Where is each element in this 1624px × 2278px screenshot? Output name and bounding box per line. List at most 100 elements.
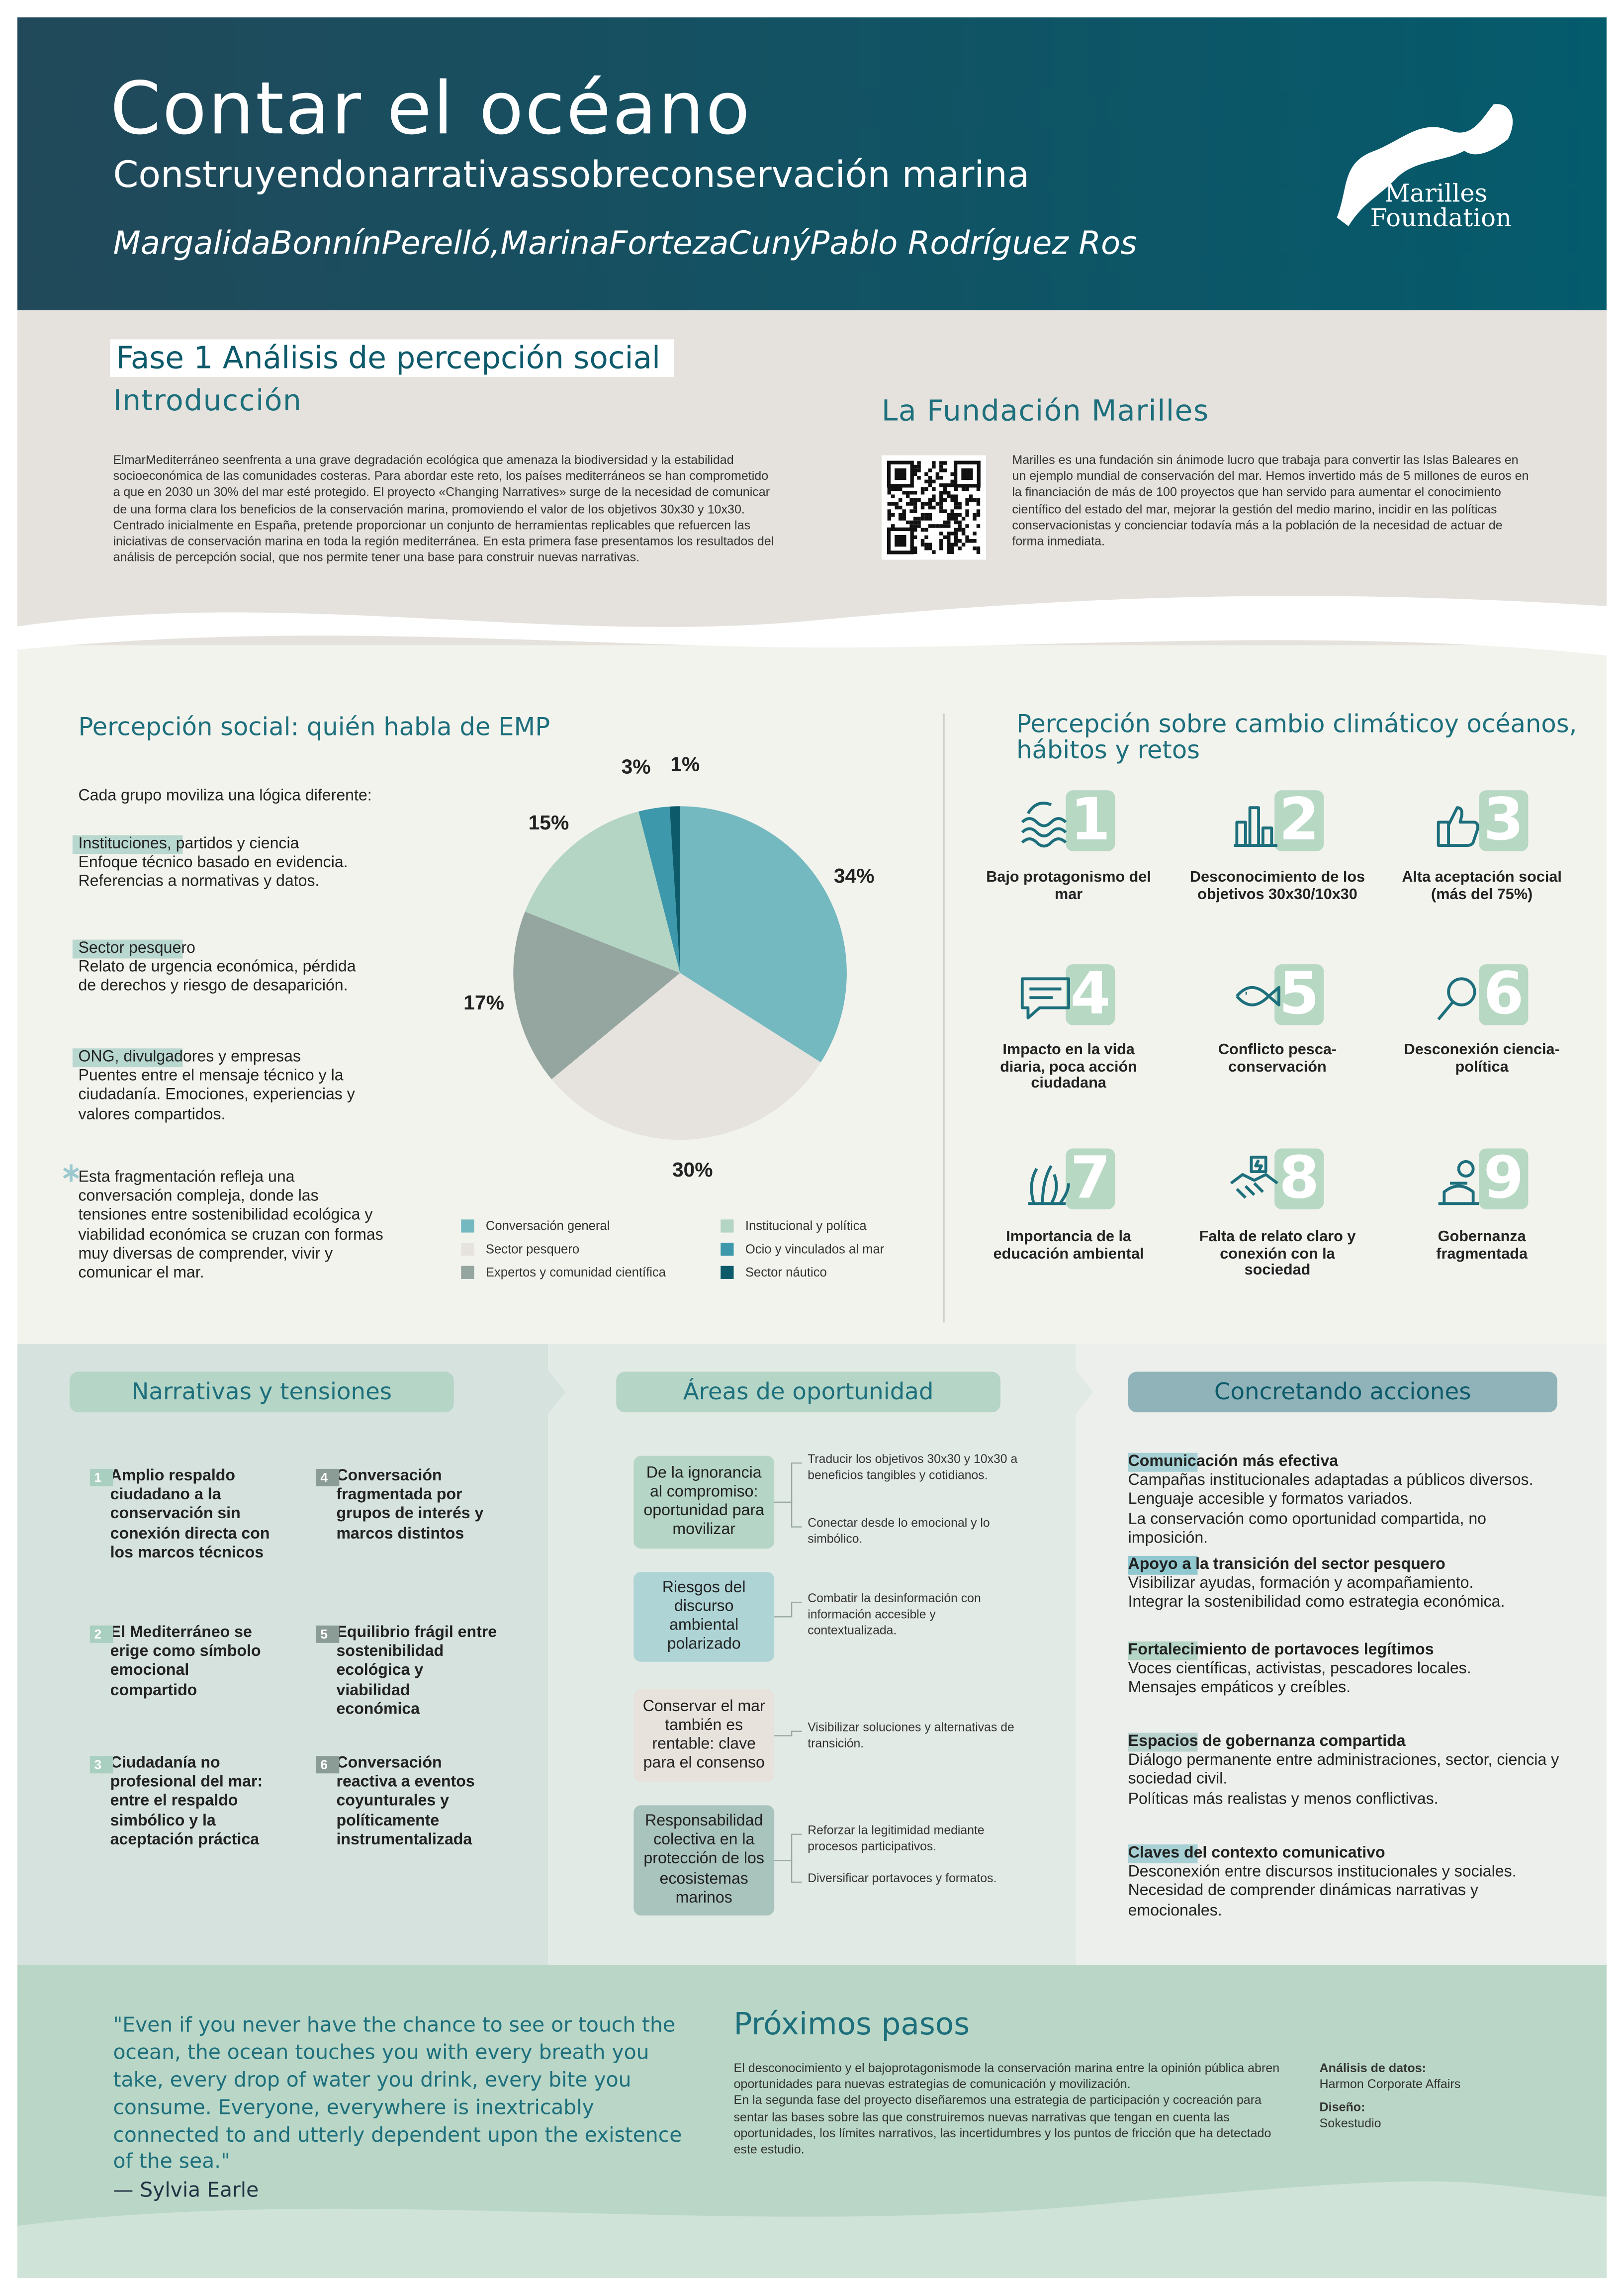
group-text: Enfoque técnico basado en evidencia. Ref…: [78, 854, 348, 891]
qr-module: [913, 464, 917, 469]
legend-swatch: [461, 1266, 474, 1279]
qr-module: [887, 509, 892, 513]
qr-module: [943, 520, 947, 525]
next-steps: El desconocimiento y el bajoprotagonismo…: [733, 2061, 1284, 2158]
data-label: 30%: [672, 1158, 713, 1181]
wave: [17, 2181, 1607, 2278]
heading: La Fundación Marilles: [881, 393, 1209, 428]
qr-module: [965, 513, 969, 517]
opportunity-action: Traducir los objetivos 30x30 y 10x30 a b…: [808, 1451, 1018, 1482]
qr-module: [909, 502, 913, 506]
pie-slice: [680, 806, 847, 1063]
qr-code: [881, 455, 986, 560]
chevron: [1076, 1370, 1093, 1414]
connector: [774, 1602, 802, 1618]
qr-module: [917, 461, 921, 465]
opportunity: Responsabilidad colectiva en la protecci…: [633, 1805, 775, 1916]
group-text: Puentes entre el mensaje técnico y la ci…: [78, 1067, 355, 1123]
legend-label: Sector náutico: [745, 1266, 827, 1279]
title: Contar el océano: [110, 67, 752, 151]
qr-module: [961, 487, 966, 491]
qr-module: [902, 517, 906, 521]
legend-label: Conversación general: [486, 1219, 610, 1233]
action: Apoyo a la transición del sector pesquer…: [1128, 1555, 1563, 1613]
item-label: Falta de relato claro y conexión con la …: [1199, 1228, 1356, 1279]
section-header: Áreas de oportunidad: [616, 1371, 1001, 1413]
qr-module: [950, 472, 954, 476]
qr-module: [950, 546, 954, 550]
qr-module: [947, 520, 951, 525]
qr-module: [935, 472, 940, 476]
item-label: Desconocimiento de los objetivos 30x30/1…: [1189, 868, 1365, 903]
qr-module: [887, 502, 892, 506]
number-box: [1066, 964, 1115, 1025]
qr-finder: [895, 535, 906, 547]
qr-module: [928, 513, 932, 517]
qr-module: [954, 535, 958, 540]
qr-module: [950, 550, 954, 554]
qr-module: [913, 468, 917, 472]
qr-module: [939, 483, 943, 487]
qr-module: [954, 494, 958, 498]
qr-module: [958, 505, 962, 510]
number-box: 5: [316, 1625, 340, 1643]
qr-module: [947, 532, 951, 536]
qr-finder: [961, 468, 973, 480]
credit: Análisis de datos: Harmon Corporate Affai…: [1320, 2061, 1595, 2093]
opportunity-title: De la ignorancia al compromiso: oportuni…: [643, 1464, 765, 1539]
action-title: Espacios de gobernanza compartida: [1128, 1732, 1563, 1752]
number: 4: [1070, 960, 1110, 1027]
qr-module: [961, 517, 966, 521]
section-header: Concretando acciones: [1128, 1371, 1557, 1413]
qr-module: [943, 498, 947, 502]
qr-module: [954, 543, 958, 547]
item-label: Conflicto pesca-conservación: [1218, 1041, 1337, 1076]
qr-module: [917, 476, 921, 480]
qr-module: [965, 509, 969, 513]
number: 6: [1483, 960, 1524, 1027]
number: 1: [1070, 786, 1110, 853]
qr-module: [928, 479, 932, 484]
icon: [1437, 977, 1476, 1020]
number-box: 4: [316, 1468, 340, 1486]
credit-value: Harmon Corporate Affairs: [1319, 2077, 1461, 2092]
qr-module: [943, 483, 947, 487]
qr-module: [950, 513, 954, 517]
qr-module: [920, 513, 925, 517]
narrative-text: Ciudadanía no profesional del mar: entre…: [110, 1754, 263, 1849]
legend-label: Sector pesquero: [486, 1242, 579, 1256]
paragraph: En la segunda fase del proyecto diseñare…: [733, 2093, 1271, 2156]
group-title: Sector pesquero: [72, 939, 376, 959]
qr-module: [928, 468, 932, 472]
icon: [1234, 806, 1277, 847]
authors: MargalidaBonnínPerelló,MarinaFortezaCuný…: [113, 226, 1137, 263]
qr-module: [913, 509, 917, 513]
narrative-text: Conversación fragmentada por grupos de i…: [336, 1467, 484, 1543]
qr-module: [939, 543, 943, 547]
number-box: 1: [90, 1468, 113, 1486]
section-header: Narrativas y tensiones: [69, 1371, 454, 1413]
qr-module: [947, 539, 951, 543]
qr-module: [924, 543, 928, 547]
qr-finder: [953, 460, 981, 488]
qr-module: [924, 479, 928, 484]
note: Esta fragmentación refleja una conversac…: [78, 1169, 383, 1282]
qr-module: [973, 532, 977, 536]
item-label: Impacto en la vida diaria, poca acción c…: [1000, 1041, 1137, 1093]
qr-module: [909, 520, 913, 525]
qr-module: [902, 491, 906, 495]
data-label: 17%: [463, 991, 504, 1014]
legend-swatch: [461, 1243, 474, 1256]
qr-module: [958, 528, 962, 532]
qr-module: [932, 487, 936, 491]
qr-module: [928, 546, 932, 550]
number-box: [1274, 1148, 1324, 1209]
opportunity-action: Reforzar la legitimidad mediante proceso…: [808, 1822, 985, 1853]
qr-module: [909, 498, 913, 502]
qr-module: [924, 502, 928, 506]
qr-module: [947, 513, 951, 517]
qr-module: [958, 546, 962, 550]
qr-module: [958, 524, 962, 528]
action-line: Desconexión entre discursos instituciona…: [1128, 1863, 1517, 1881]
number-box: [1066, 790, 1115, 851]
